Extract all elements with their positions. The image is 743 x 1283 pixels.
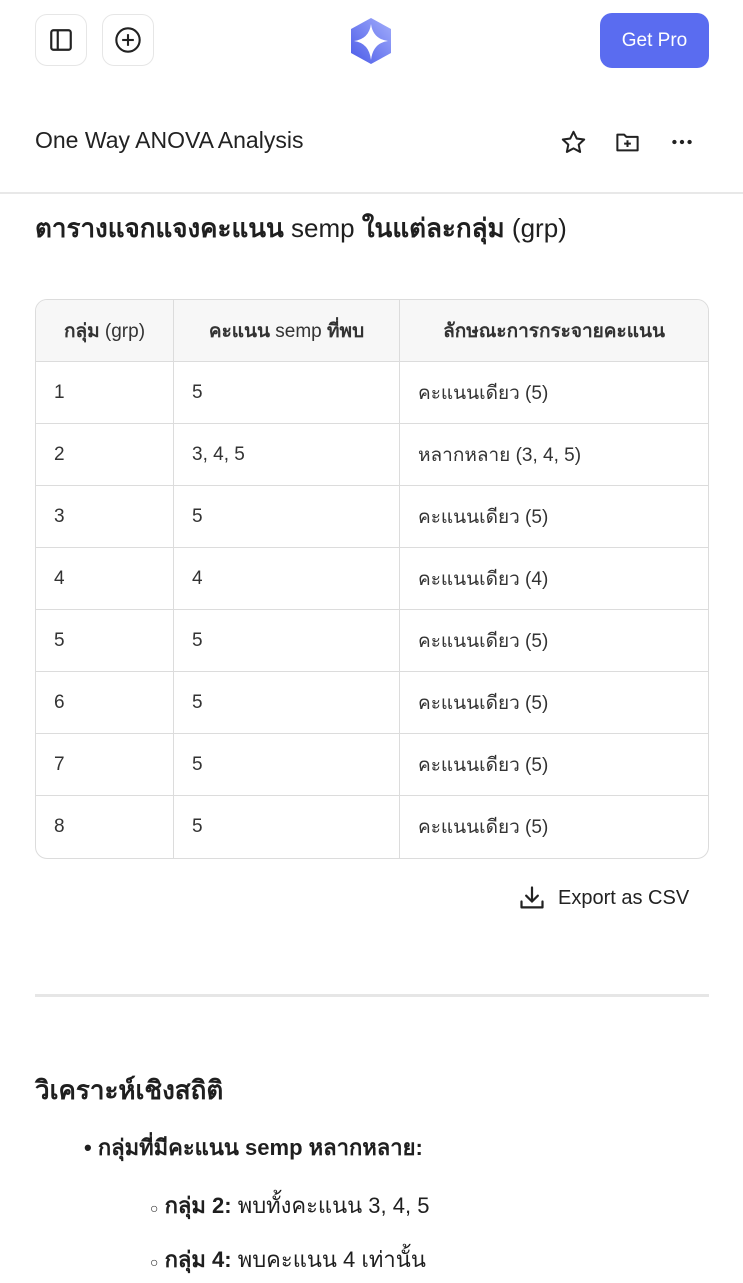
app-logo xyxy=(346,16,396,71)
heading-bold-part: ในแต่ละกลุ่ม xyxy=(361,213,505,243)
new-chat-button[interactable] xyxy=(102,14,154,66)
sub-bullet-item: ○ กลุ่ม 4: พบคะแนน 4 เท่านั้น xyxy=(150,1247,426,1272)
more-horizontal-icon xyxy=(672,139,692,145)
more-options-button[interactable] xyxy=(667,127,697,157)
cell-group: 7 xyxy=(36,734,174,796)
folder-plus-icon xyxy=(615,133,639,151)
cell-distribution: คะแนนเดียว (5) xyxy=(400,734,708,796)
cell-scores: 3, 4, 5 xyxy=(174,424,400,486)
cell-scores: 5 xyxy=(174,610,400,672)
favorite-button[interactable] xyxy=(558,127,588,157)
cell-distribution: คะแนนเดียว (5) xyxy=(418,817,549,838)
export-csv-button[interactable]: Export as CSV xyxy=(518,884,689,912)
table-row: 6 5 คะแนนเดียว (5) xyxy=(36,672,708,734)
column-header-distribution: ลักษณะการกระจายคะแนน xyxy=(400,300,708,362)
sidebar-toggle-button[interactable] xyxy=(35,14,87,66)
cell-group: 1 xyxy=(36,362,174,424)
heading-part: semp xyxy=(283,213,362,243)
cell-scores: 5 xyxy=(174,796,400,858)
section-divider xyxy=(35,994,709,997)
cell-distribution: คะแนนเดียว (5) xyxy=(400,672,708,734)
section-title: วิเคราะห์เชิงสถิติ xyxy=(35,1075,224,1105)
add-to-folder-button[interactable] xyxy=(612,127,642,157)
star-icon xyxy=(561,130,585,153)
table-row: 1 5 คะแนนเดียว (5) xyxy=(36,362,708,424)
export-label: Export as CSV xyxy=(558,886,690,909)
table-row: 5 5 คะแนนเดียว (5) xyxy=(36,610,708,672)
plus-circle-icon xyxy=(115,27,141,53)
bullet-item: • กลุ่มที่มีคะแนน semp หลากหลาย: xyxy=(84,1135,423,1160)
table-row: 7 5 คะแนนเดียว (5) xyxy=(36,734,708,796)
chat-title: One Way ANOVA Analysis xyxy=(35,127,304,153)
cell-scores: 5 xyxy=(174,672,400,734)
cell-group: 2 xyxy=(36,424,174,486)
table-row: 2 3, 4, 5 หลากหลาย (3, 4, 5) xyxy=(36,424,708,486)
cell-group: 4 xyxy=(36,548,174,610)
cell-group: 5 xyxy=(36,610,174,672)
sidebar-icon xyxy=(50,29,72,51)
cell-distribution: คะแนนเดียว (5) xyxy=(400,362,708,424)
cell-group: 6 xyxy=(36,672,174,734)
cell-scores: 5 xyxy=(174,734,400,796)
column-header-scores: คะแนน semp ที่พบ xyxy=(174,300,400,362)
cell-scores: 5 xyxy=(174,486,400,548)
cell-scores: 4 xyxy=(174,548,400,610)
cell-distribution: คะแนนเดียว (5) xyxy=(400,610,708,672)
cell-distribution: หลากหลาย (3, 4, 5) xyxy=(400,424,708,486)
cell-distribution: คะแนนเดียว (5) xyxy=(400,486,708,548)
table-header-row: กลุ่ม (grp) คะแนน semp ที่พบ ลักษณะการกร… xyxy=(36,300,708,362)
sub-bullet-item: ○ กลุ่ม 2: พบทั้งคะแนน 3, 4, 5 xyxy=(150,1193,430,1218)
table-heading: ตารางแจกแจงคะแนน semp ในแต่ละกลุ่ม (grp) xyxy=(35,208,567,249)
column-header-group: กลุ่ม (grp) xyxy=(36,300,174,362)
cell-distribution: คะแนนเดียว (4) xyxy=(400,548,708,610)
heading-bold-part: ตารางแจกแจงคะแนน xyxy=(35,213,284,243)
get-pro-button[interactable]: Get Pro xyxy=(600,13,709,68)
header-divider xyxy=(0,192,743,194)
cell-scores: 5 xyxy=(174,362,400,424)
table-row: 8 5 คะแนนเดียว (5) xyxy=(36,796,708,858)
cell-group: 8 xyxy=(36,796,174,858)
table-row: 3 5 คะแนนเดียว (5) xyxy=(36,486,708,548)
distribution-table: กลุ่ม (grp) คะแนน semp ที่พบ ลักษณะการกร… xyxy=(35,299,709,859)
download-icon xyxy=(520,886,544,909)
heading-part: (grp) xyxy=(504,213,567,243)
cell-group: 3 xyxy=(36,486,174,548)
table-row: 4 4 คะแนนเดียว (4) xyxy=(36,548,708,610)
